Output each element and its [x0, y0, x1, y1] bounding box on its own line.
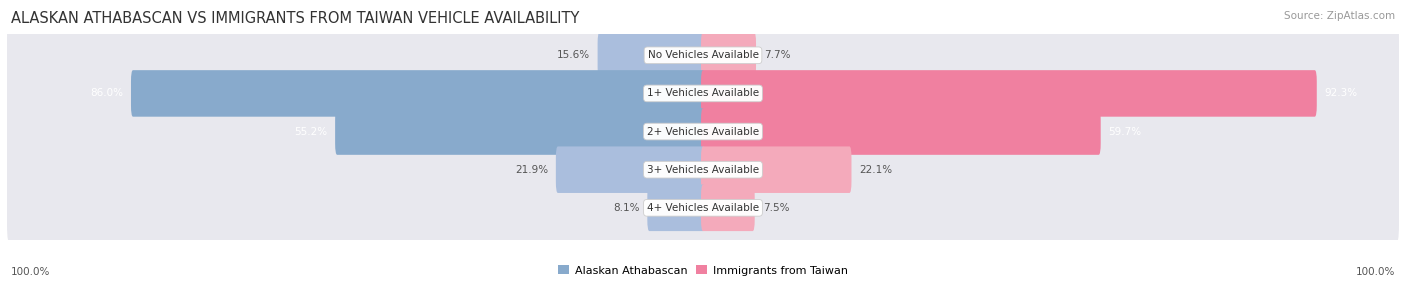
Text: 4+ Vehicles Available: 4+ Vehicles Available	[647, 203, 759, 213]
FancyBboxPatch shape	[702, 108, 1101, 155]
FancyBboxPatch shape	[7, 133, 1399, 206]
Text: 22.1%: 22.1%	[859, 165, 893, 175]
FancyBboxPatch shape	[131, 70, 704, 117]
FancyBboxPatch shape	[702, 32, 756, 79]
FancyBboxPatch shape	[702, 146, 852, 193]
FancyBboxPatch shape	[335, 108, 704, 155]
Text: Source: ZipAtlas.com: Source: ZipAtlas.com	[1284, 11, 1395, 21]
Text: 15.6%: 15.6%	[557, 50, 589, 60]
FancyBboxPatch shape	[555, 146, 704, 193]
Text: 100.0%: 100.0%	[11, 267, 51, 277]
Text: 1+ Vehicles Available: 1+ Vehicles Available	[647, 88, 759, 98]
Text: 8.1%: 8.1%	[613, 203, 640, 213]
Text: 59.7%: 59.7%	[1109, 127, 1142, 136]
Text: 3+ Vehicles Available: 3+ Vehicles Available	[647, 165, 759, 175]
FancyBboxPatch shape	[598, 32, 704, 79]
Text: 7.5%: 7.5%	[762, 203, 789, 213]
Text: No Vehicles Available: No Vehicles Available	[648, 50, 758, 60]
Text: 7.7%: 7.7%	[763, 50, 790, 60]
FancyBboxPatch shape	[702, 184, 755, 231]
FancyBboxPatch shape	[7, 19, 1399, 92]
FancyBboxPatch shape	[7, 57, 1399, 130]
FancyBboxPatch shape	[7, 95, 1399, 168]
Text: 55.2%: 55.2%	[294, 127, 328, 136]
Text: 100.0%: 100.0%	[1355, 267, 1395, 277]
Text: ALASKAN ATHABASCAN VS IMMIGRANTS FROM TAIWAN VEHICLE AVAILABILITY: ALASKAN ATHABASCAN VS IMMIGRANTS FROM TA…	[11, 11, 579, 26]
Legend: Alaskan Athabascan, Immigrants from Taiwan: Alaskan Athabascan, Immigrants from Taiw…	[554, 261, 852, 280]
Text: 21.9%: 21.9%	[515, 165, 548, 175]
Text: 86.0%: 86.0%	[90, 88, 124, 98]
FancyBboxPatch shape	[7, 171, 1399, 245]
FancyBboxPatch shape	[702, 70, 1317, 117]
Text: 2+ Vehicles Available: 2+ Vehicles Available	[647, 127, 759, 136]
Text: 92.3%: 92.3%	[1324, 88, 1358, 98]
FancyBboxPatch shape	[647, 184, 704, 231]
